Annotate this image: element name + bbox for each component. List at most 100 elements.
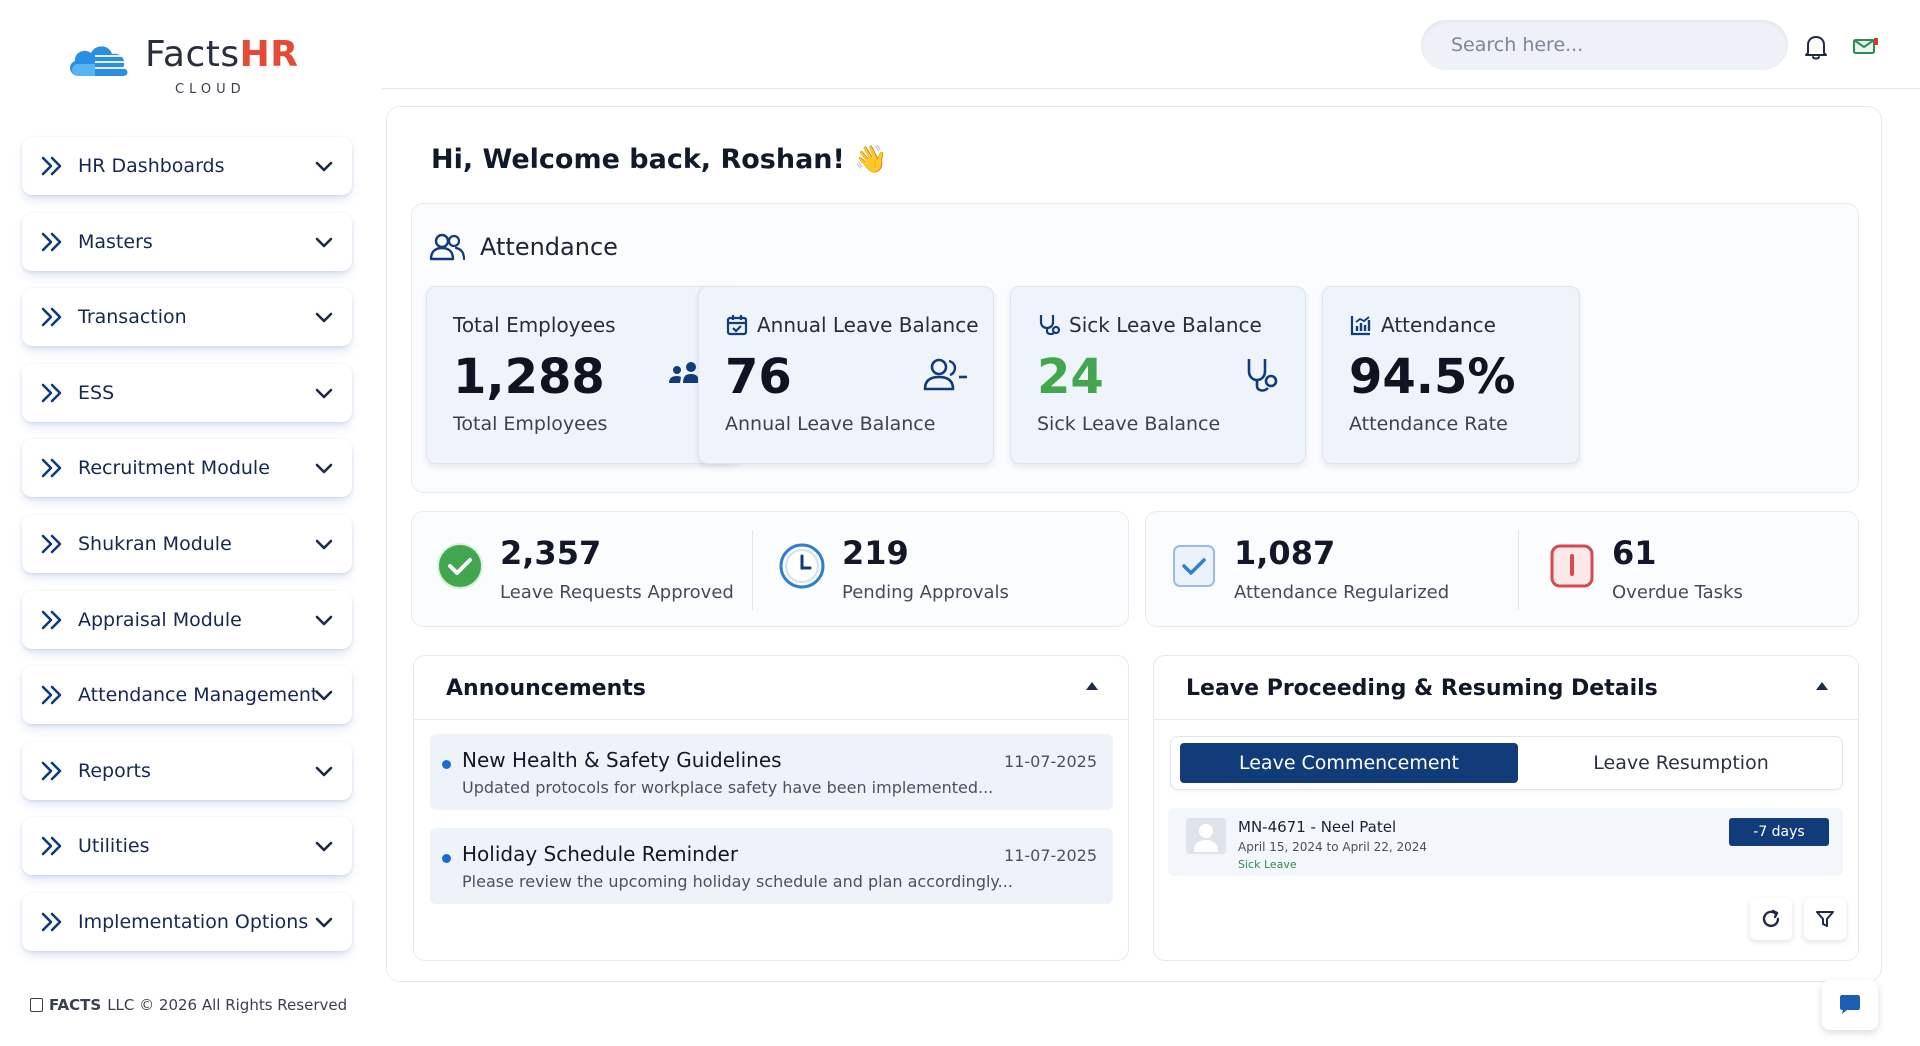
chevron-down-icon[interactable] (314, 307, 334, 327)
stat-divider (752, 530, 753, 610)
calendar-check-icon (725, 313, 749, 337)
chevron-down-icon[interactable] (314, 383, 334, 403)
sick-leave-balance-card[interactable]: Sick Leave Balance 24 Sick Leave Balance (1010, 286, 1306, 464)
announcements-title: Announcements (446, 676, 646, 701)
attendance-title: Attendance (428, 232, 618, 262)
sidebar-item-reports[interactable]: Reports (22, 741, 352, 800)
collapse-caret-icon[interactable] (1086, 682, 1098, 690)
refresh-button[interactable] (1750, 898, 1792, 940)
leave-type: Sick Leave (1238, 858, 1297, 871)
sidebar-item-recruitment-module[interactable]: Recruitment Module (22, 439, 352, 498)
stat-label: Overdue Tasks (1612, 582, 1743, 603)
chevron-down-icon[interactable] (314, 232, 334, 252)
sidebar-item-appraisal-module[interactable]: Appraisal Module (22, 590, 352, 649)
stat-label: Pending Approvals (842, 582, 1009, 603)
chevron-down-icon[interactable] (314, 534, 334, 554)
leave-row[interactable]: MN-4671 - Neel Patel April 15, 2024 to A… (1168, 808, 1843, 876)
annual-leave-balance-card[interactable]: Annual Leave Balance 76 Annual Leave Bal… (698, 286, 994, 464)
announcement-item[interactable]: Holiday Schedule Reminder 11-07-2025 Ple… (430, 828, 1113, 904)
leave-tabs: Leave Commencement Leave Resumption (1170, 736, 1843, 790)
sidebar-item-utilities[interactable]: Utilities (22, 817, 352, 876)
double-chevron-right-icon (40, 154, 66, 178)
filter-button[interactable] (1804, 898, 1846, 940)
sidebar-item-ess[interactable]: ESS (22, 363, 352, 422)
double-chevron-right-icon (40, 608, 66, 632)
facts-hr-logo[interactable]: FactsHR CLOUD (65, 30, 305, 100)
card-title: Sick Leave Balance (1037, 313, 1262, 337)
chevron-down-icon[interactable] (314, 685, 334, 705)
chevron-down-icon[interactable] (314, 836, 334, 856)
sidebar-item-label: Recruitment Module (78, 457, 270, 480)
card-subtitle: Annual Leave Balance (725, 413, 936, 435)
collapse-caret-icon[interactable] (1816, 682, 1828, 690)
chat-icon (1840, 995, 1860, 1014)
overdue-tasks-stat[interactable]: 61 Overdue Tasks (1524, 512, 1860, 628)
leave-details-title: Leave Proceeding & Resuming Details (1186, 676, 1658, 701)
bullet-dot-icon (442, 854, 451, 863)
alert-square-icon (1548, 542, 1596, 590)
sidebar-item-label: Masters (78, 230, 153, 253)
announcements-header: Announcements (414, 656, 1128, 720)
sidebar-item-label: ESS (78, 381, 115, 404)
check-circle-icon (436, 542, 484, 590)
days-badge: -7 days (1729, 818, 1829, 846)
chevron-down-icon[interactable] (314, 610, 334, 630)
chevron-down-icon[interactable] (314, 458, 334, 478)
sidebar-item-shukran-module[interactable]: Shukran Module (22, 514, 352, 573)
card-value: 76 (725, 349, 792, 405)
stat-value: 219 (842, 534, 909, 572)
chevron-down-icon[interactable] (314, 912, 334, 932)
welcome-heading: Hi, Welcome back, Roshan! 👋 (431, 144, 888, 175)
attendance-regularized-stat[interactable]: 1,087 Attendance Regularized (1146, 512, 1518, 628)
cloud-logo-icon (70, 46, 140, 76)
double-chevron-right-icon (40, 230, 66, 254)
card-value: 1,288 (453, 349, 605, 405)
stat-value: 1,087 (1234, 534, 1336, 572)
chevron-down-icon[interactable] (314, 156, 334, 176)
chat-button[interactable] (1822, 980, 1878, 1030)
refresh-icon (1762, 909, 1780, 928)
stat-value: 61 (1612, 534, 1657, 572)
sidebar-item-label: Attendance Management (78, 684, 319, 707)
announcement-title: Holiday Schedule Reminder (462, 842, 739, 866)
leave-details-panel: Leave Proceeding & Resuming Details Leav… (1153, 655, 1859, 961)
announcement-date: 11-07-2025 (1004, 846, 1097, 865)
card-title: Annual Leave Balance (725, 313, 979, 337)
attendance-rate-card[interactable]: Attendance 94.5% Attendance Rate (1322, 286, 1580, 464)
search-input[interactable] (1451, 34, 1751, 56)
sidebar-item-hr-dashboards[interactable]: HR Dashboards (22, 137, 352, 195)
total-employees-card[interactable]: Total Employees 1,288 Total Employees (426, 286, 740, 464)
announcement-item[interactable]: New Health & Safety Guidelines 11-07-202… (430, 734, 1113, 810)
sidebar-item-label: Shukran Module (78, 532, 232, 555)
sidebar-item-masters[interactable]: Masters (22, 212, 352, 271)
avatar (1186, 818, 1226, 854)
main-panel: Hi, Welcome back, Roshan! 👋 Attendance T… (386, 106, 1882, 982)
user-minus-icon (919, 355, 971, 395)
employee-name: MN-4671 - Neel Patel (1238, 818, 1397, 836)
search-bar[interactable] (1421, 20, 1788, 70)
sidebar-item-transaction[interactable]: Transaction (22, 288, 352, 347)
leave-requests-approved-stat[interactable]: 2,357 Leave Requests Approved (412, 512, 752, 628)
sidebar-item-label: Transaction (78, 306, 187, 329)
stat-divider (1518, 530, 1519, 610)
sidebar-item-label: Implementation Options (78, 910, 309, 933)
double-chevron-right-icon (40, 305, 66, 329)
brand-sub: CLOUD (175, 82, 246, 97)
announcements-panel: Announcements New Health & Safety Guidel… (413, 655, 1129, 961)
language-flag-icon[interactable] (1852, 35, 1880, 57)
tab-leave-commencement[interactable]: Leave Commencement (1180, 743, 1518, 783)
tab-leave-resumption[interactable]: Leave Resumption (1593, 752, 1769, 774)
leave-dates: April 15, 2024 to April 22, 2024 (1238, 840, 1428, 854)
sidebar-nav: HR Dashboards Masters Transaction ESS Re… (22, 137, 352, 969)
sidebar-item-label: Reports (78, 759, 151, 782)
bell-icon[interactable] (1803, 33, 1829, 61)
double-chevron-right-icon (40, 759, 66, 783)
chevron-down-icon[interactable] (314, 761, 334, 781)
header-divider (382, 88, 1920, 89)
double-chevron-right-icon (40, 834, 66, 858)
sidebar-item-attendance-management[interactable]: Attendance Management (22, 666, 352, 725)
clock-icon (778, 542, 826, 590)
pending-approvals-stat[interactable]: 219 Pending Approvals (754, 512, 1130, 628)
sidebar: FactsHR CLOUD HR Dashboards Masters Tran… (0, 0, 370, 1046)
sidebar-item-implementation-options[interactable]: Implementation Options (22, 892, 352, 951)
